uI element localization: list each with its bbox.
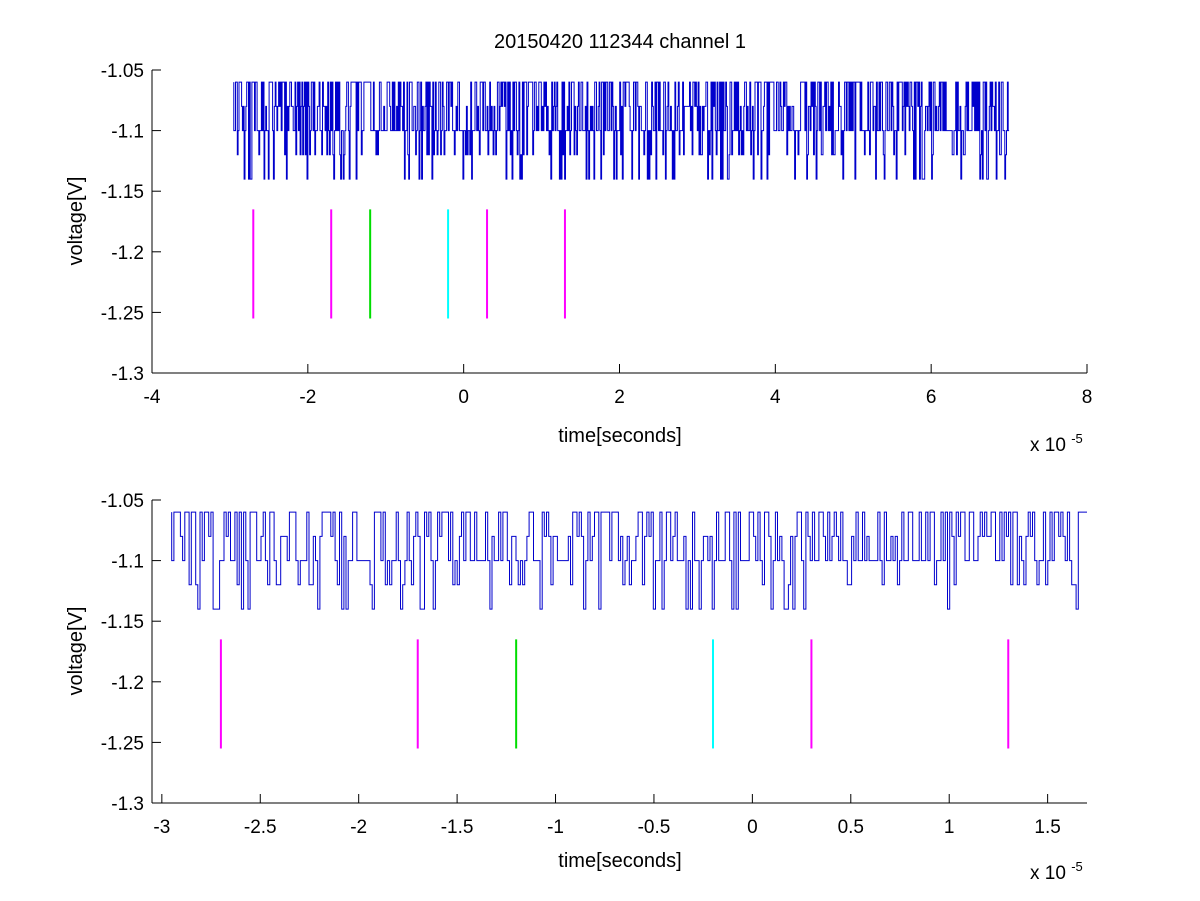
y-tick-label-top-5: -1.25 — [101, 303, 144, 324]
plot-area-top: -4 -2 0 2 4 6 8 -1.05 -1.1 -1.15 -1.2 -1.25 -1.3 — [101, 61, 1093, 408]
x-tick-label-top-1: -4 — [144, 387, 161, 408]
x-tick-label-bottom-10: 1.5 — [1034, 817, 1060, 838]
x-exponent-power-top: -5 — [1071, 431, 1083, 446]
x-exponent-top: x 10 -5 — [1030, 431, 1083, 456]
y-tick-label-top-1: -1.05 — [101, 61, 144, 82]
subplot-bottom: -3 -2.5 -2 -1.5 -1 -0.5 0 0.5 1 1.5 -1.05 -1.1 -1.15… — [65, 491, 1087, 884]
y-tick-label-top-6: -1.3 — [111, 364, 144, 385]
y-axis-label-top: voltage[V] — [65, 177, 87, 266]
x-tick-label-bottom-1: -3 — [153, 817, 170, 838]
x-tick-label-bottom-8: 0.5 — [838, 817, 864, 838]
y-tick-label-top-4: -1.2 — [111, 243, 144, 264]
y-tick-label-bottom-4: -1.2 — [111, 673, 144, 694]
y-tick-label-bottom-3: -1.15 — [101, 612, 144, 633]
y-tick-label-bottom-6: -1.3 — [111, 794, 144, 815]
x-axis-label-bottom: time[seconds] — [558, 850, 681, 872]
y-tick-label-top-3: -1.15 — [101, 182, 144, 203]
x-tick-label-bottom-6: -0.5 — [638, 817, 671, 838]
x-tick-label-bottom-2: -2.5 — [244, 817, 277, 838]
x-tick-label-bottom-3: -2 — [350, 817, 367, 838]
y-tick-label-bottom-2: -1.1 — [111, 552, 144, 573]
x-tick-label-top-4: 2 — [614, 387, 625, 408]
plot-area-bottom: -3 -2.5 -2 -1.5 -1 -0.5 0 0.5 1 1.5 -1.05 -1.1 -1.15… — [101, 491, 1087, 838]
signal-trace-top — [233, 81, 1010, 180]
x-tick-label-top-6: 6 — [926, 387, 937, 408]
x-tick-label-bottom-7: 0 — [747, 817, 758, 838]
y-tick-label-bottom-1: -1.05 — [101, 491, 144, 512]
x-exponent-base-bottom: x 10 — [1030, 863, 1066, 884]
figure-title: 20150420 112344 channel 1 — [494, 31, 746, 53]
y-tick-label-top-2: -1.1 — [111, 122, 144, 143]
x-exponent-bottom: x 10 -5 — [1030, 859, 1083, 884]
subplot-top: -4 -2 0 2 4 6 8 -1.05 -1.1 -1.15 -1.2 -1.25 -1.3 tim… — [65, 61, 1092, 456]
x-tick-label-top-3: 0 — [458, 387, 469, 408]
x-tick-label-top-7: 8 — [1082, 387, 1093, 408]
x-tick-label-bottom-4: -1.5 — [441, 817, 474, 838]
y-axis-label-bottom: voltage[V] — [65, 607, 87, 696]
x-tick-label-top-2: -2 — [299, 387, 316, 408]
x-axis-label-top: time[seconds] — [558, 425, 681, 447]
x-tick-label-bottom-5: -1 — [547, 817, 564, 838]
y-tick-label-bottom-5: -1.25 — [101, 733, 144, 754]
x-tick-label-top-5: 4 — [770, 387, 781, 408]
x-exponent-power-bottom: -5 — [1071, 859, 1083, 874]
signal-trace-bottom — [171, 511, 1087, 610]
x-tick-label-bottom-9: 1 — [944, 817, 955, 838]
x-exponent-base-top: x 10 — [1030, 435, 1066, 456]
